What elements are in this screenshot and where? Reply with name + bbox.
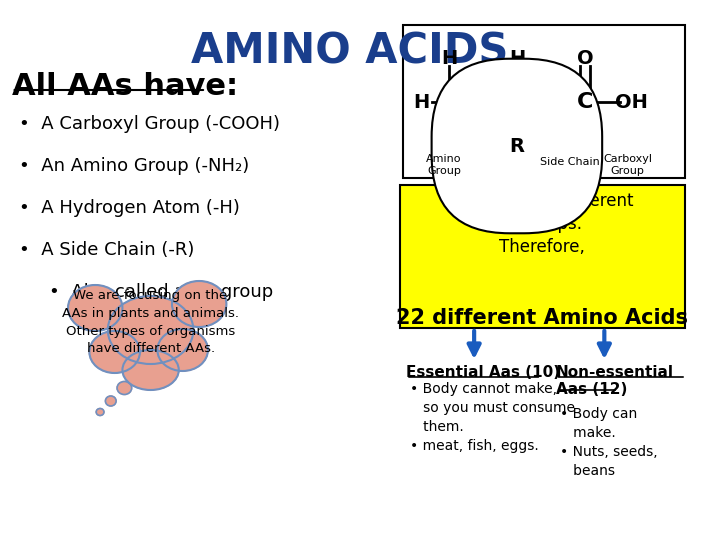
Text: All AAs have:: All AAs have:: [12, 72, 238, 101]
Text: AMINO ACIDS: AMINO ACIDS: [191, 30, 508, 72]
Text: beans: beans: [559, 464, 615, 478]
Text: •  A Carboxyl Group (-COOH): • A Carboxyl Group (-COOH): [19, 115, 280, 133]
FancyBboxPatch shape: [400, 185, 685, 328]
Text: them.: them.: [410, 420, 464, 434]
Ellipse shape: [89, 331, 140, 373]
Text: •  A Side Chain (-R): • A Side Chain (-R): [19, 241, 195, 259]
Text: H: H: [441, 49, 457, 68]
FancyBboxPatch shape: [403, 25, 685, 178]
Text: Carboxyl
Group: Carboxyl Group: [603, 154, 652, 176]
Ellipse shape: [158, 329, 208, 371]
Text: so you must consume: so you must consume: [410, 401, 575, 415]
Ellipse shape: [117, 381, 132, 395]
Text: R: R: [509, 137, 524, 156]
Ellipse shape: [68, 285, 122, 331]
Text: • Body can: • Body can: [559, 407, 637, 421]
Text: make.: make.: [559, 426, 616, 440]
Text: Non-essential
Aas (12): Non-essential Aas (12): [556, 365, 674, 397]
Text: •  An Amino Group (-NH₂): • An Amino Group (-NH₂): [19, 157, 250, 175]
Ellipse shape: [96, 408, 104, 415]
Text: C: C: [577, 92, 593, 112]
Ellipse shape: [172, 281, 226, 327]
Text: OH: OH: [615, 92, 648, 111]
Text: R groups.: R groups.: [503, 215, 582, 233]
Text: Essential Aas (10): Essential Aas (10): [406, 365, 560, 380]
Text: H: H: [509, 49, 525, 68]
Text: •  Also called an R group: • Also called an R group: [48, 283, 273, 301]
Text: •  A Hydrogen Atom (-H): • A Hydrogen Atom (-H): [19, 199, 240, 217]
Text: • Nuts, seeds,: • Nuts, seeds,: [559, 445, 657, 459]
Text: H: H: [413, 92, 430, 111]
Text: There are 22 different: There are 22 different: [451, 192, 634, 210]
Ellipse shape: [105, 396, 116, 406]
Text: N: N: [440, 92, 458, 112]
Text: O: O: [577, 49, 593, 68]
Ellipse shape: [108, 296, 194, 364]
Text: 22 different Amino Acids: 22 different Amino Acids: [396, 308, 688, 328]
Text: Side Chain: Side Chain: [541, 157, 600, 167]
Ellipse shape: [122, 350, 179, 390]
Text: • Body cannot make,: • Body cannot make,: [410, 382, 557, 396]
Text: • meat, fish, eggs.: • meat, fish, eggs.: [410, 439, 539, 453]
Text: We are focusing on the
AAs in plants and animals.
Other types of organisms
have : We are focusing on the AAs in plants and…: [62, 288, 239, 355]
Text: C: C: [509, 92, 525, 112]
Text: Therefore,: Therefore,: [499, 238, 585, 256]
Text: Amino
Group: Amino Group: [426, 154, 462, 176]
